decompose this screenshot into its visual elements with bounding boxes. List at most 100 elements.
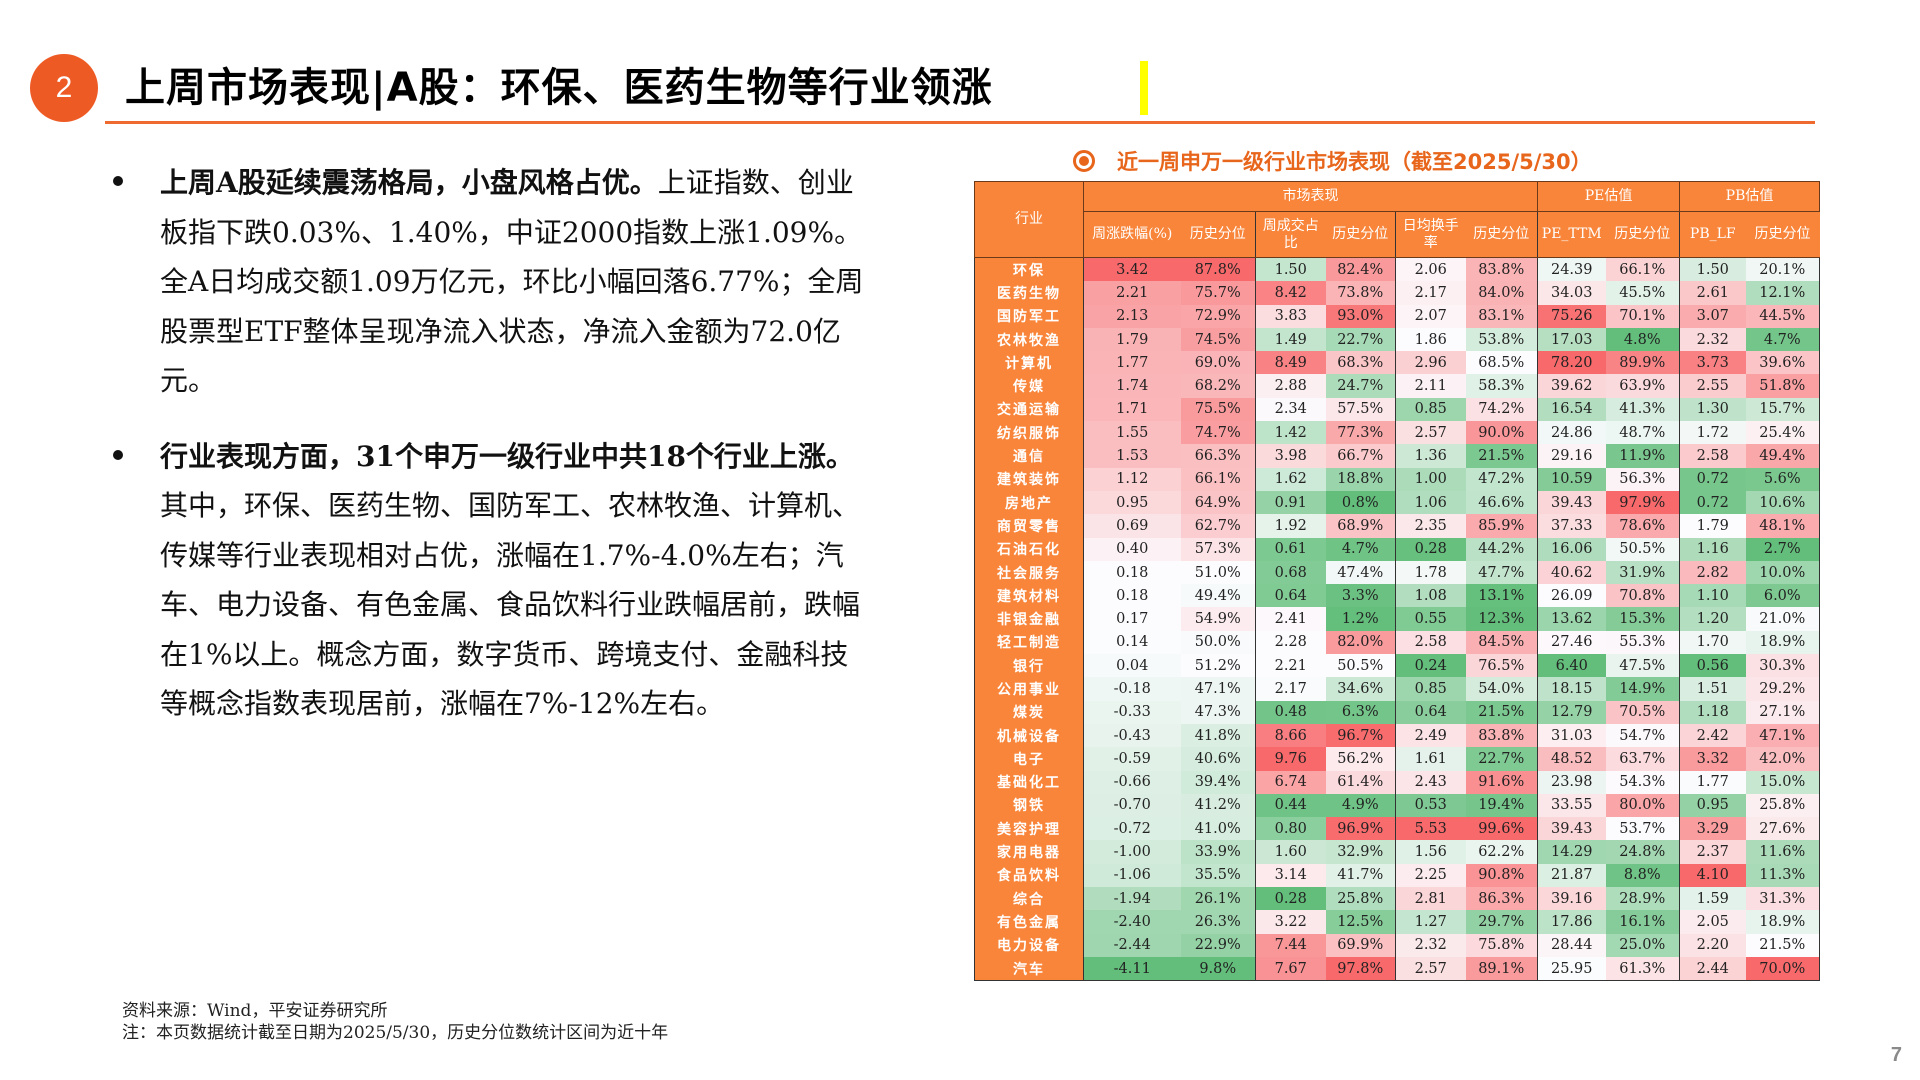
metric-cell: 1.77 (1679, 770, 1746, 794)
metric-cell: 48.52 (1537, 747, 1606, 771)
metric-cell: 51.8% (1745, 374, 1821, 398)
table-row: 计算机 1.77 69.0% 8.49 68.3% 2.96 68.5% 78.20 89.9%… (974, 351, 1821, 375)
metric-cell: 47.7% (1465, 560, 1538, 585)
metric-cell: 89.9% (1605, 351, 1680, 375)
metric-cell: 51.2% (1180, 654, 1256, 678)
metric-cell: 57.5% (1325, 397, 1396, 422)
metric-cell: 2.05 (1679, 910, 1746, 934)
bullet-heading: 上周A股延续震荡格局，小盘风格占优。 (160, 166, 658, 199)
industry-name: 纺织服饰 (974, 421, 1084, 445)
metric-cell: 2.58 (1679, 444, 1746, 468)
metric-cell: 14.9% (1605, 677, 1680, 701)
industry-name: 电子 (974, 747, 1084, 771)
metric-cell: 2.43 (1395, 770, 1466, 794)
metric-cell: 27.6% (1745, 817, 1821, 841)
metric-cell: 6.3% (1325, 700, 1396, 724)
metric-cell: 0.48 (1255, 700, 1326, 724)
metric-cell: 20.1% (1745, 257, 1821, 282)
metric-cell: 1.42 (1255, 421, 1326, 445)
metric-cell: 1.56 (1395, 840, 1466, 864)
table-row: 石油石化 0.40 57.3% 0.61 4.7% 0.28 44.2% 16.06 50.5%… (974, 537, 1821, 561)
metric-cell: 0.72 (1679, 467, 1746, 491)
industry-name: 房地产 (974, 490, 1084, 515)
metric-cell: 29.16 (1537, 444, 1606, 468)
metric-cell: 1.61 (1395, 747, 1466, 771)
metric-cell: 15.3% (1605, 607, 1680, 631)
metric-cell: 2.82 (1679, 560, 1746, 585)
metric-cell: 50.5% (1605, 537, 1680, 561)
metric-cell: 2.25 (1395, 863, 1466, 888)
industry-name: 基础化工 (974, 770, 1084, 794)
table-row: 电力设备 -2.44 22.9% 7.44 69.9% 2.32 75.8% 28.44 25.… (974, 933, 1821, 957)
metric-cell: 1.59 (1679, 887, 1746, 911)
industry-name: 农林牧渔 (974, 327, 1084, 352)
metric-cell: 2.34 (1255, 397, 1326, 422)
table-row: 国防军工 2.13 72.9% 3.83 93.0% 2.07 83.1% 75.26 70.1… (974, 304, 1821, 328)
metric-cell: 70.1% (1605, 304, 1680, 328)
table-row: 汽车 -4.11 9.8% 7.67 97.8% 2.57 89.1% 25.95 61.3% 2… (974, 956, 1821, 982)
metric-cell: 0.53 (1395, 793, 1466, 818)
metric-cell: 96.7% (1325, 723, 1396, 748)
metric-cell: 93.0% (1325, 304, 1396, 328)
metric-cell: -2.40 (1083, 910, 1181, 934)
table-row: 建筑材料 0.18 49.4% 0.64 3.3% 1.08 13.1% 26.09 70.8%… (974, 584, 1821, 608)
metric-cell: 74.7% (1180, 421, 1256, 445)
page-title: 上周市场表现|A股：环保、医药生物等行业领涨 (125, 65, 993, 111)
metric-cell: 90.0% (1465, 421, 1538, 445)
table-row: 农林牧渔 1.79 74.5% 1.49 22.7% 1.86 53.8% 17.03 4.8%… (974, 327, 1821, 352)
table-row: 基础化工 -0.66 39.4% 6.74 61.4% 2.43 91.6% 23.98 54.… (974, 770, 1821, 794)
metric-cell: 58.3% (1465, 374, 1538, 398)
metric-cell: 0.85 (1395, 677, 1466, 701)
industry-name: 社会服务 (974, 560, 1084, 585)
metric-cell: 3.29 (1679, 817, 1746, 841)
table-row: 社会服务 0.18 51.0% 0.68 47.4% 1.78 47.7% 40.62 31.9… (974, 560, 1821, 585)
metric-cell: 80.0% (1605, 793, 1680, 818)
metric-cell: 3.3% (1325, 584, 1396, 608)
metric-cell: -1.94 (1083, 887, 1181, 911)
metric-cell: 1.77 (1083, 351, 1181, 375)
metric-cell: 61.4% (1325, 770, 1396, 794)
table-row: 环保 3.42 87.8% 1.50 82.4% 2.06 83.8% 24.39 66.1% 1… (974, 257, 1821, 282)
column-header: 历史分位 (1605, 211, 1680, 258)
page-number: 7 (1890, 1044, 1902, 1066)
metric-cell: 76.5% (1465, 654, 1538, 678)
metric-cell: -2.44 (1083, 933, 1181, 957)
metric-cell: 21.5% (1465, 444, 1538, 468)
metric-cell: 18.8% (1325, 467, 1396, 491)
metric-cell: 16.06 (1537, 537, 1606, 561)
table-row: 商贸零售 0.69 62.7% 1.92 68.9% 2.35 85.9% 37.33 78.6… (974, 514, 1821, 538)
industry-name: 汽车 (974, 956, 1084, 982)
column-header: 历史分位 (1465, 211, 1538, 258)
industry-name: 电力设备 (974, 933, 1084, 957)
table-title: 近一周申万一级行业市场表现（截至2025/5/30） (1073, 144, 1592, 178)
metric-cell: 8.8% (1605, 863, 1680, 888)
metric-cell: 90.8% (1465, 863, 1538, 888)
metric-cell: 3.32 (1679, 747, 1746, 771)
table-row: 医药生物 2.21 75.7% 8.42 73.8% 2.17 84.0% 34.03 45.5… (974, 281, 1821, 305)
metric-cell: 22.7% (1325, 327, 1396, 352)
metric-cell: -0.70 (1083, 793, 1181, 818)
metric-cell: 2.37 (1679, 840, 1746, 864)
metric-cell: 46.6% (1465, 490, 1538, 515)
metric-cell: 1.50 (1255, 257, 1326, 282)
metric-cell: 82.0% (1325, 630, 1396, 655)
metric-cell: 18.9% (1745, 630, 1821, 655)
metric-cell: 1.79 (1083, 327, 1181, 352)
metric-cell: 11.6% (1745, 840, 1821, 864)
metric-cell: 57.3% (1180, 537, 1256, 561)
metric-cell: 70.8% (1605, 584, 1680, 608)
industry-name: 美容护理 (974, 817, 1084, 841)
metric-cell: 77.3% (1325, 421, 1396, 445)
table-row: 综合 -1.94 26.1% 0.28 25.8% 2.81 86.3% 39.16 28.9%… (974, 887, 1821, 911)
metric-cell: 68.2% (1180, 374, 1256, 398)
metric-cell: 66.7% (1325, 444, 1396, 468)
metric-cell: 1.50 (1679, 257, 1746, 282)
section-number-badge: 2 (30, 54, 98, 122)
metric-cell: 12.1% (1745, 281, 1821, 305)
metric-cell: 54.9% (1180, 607, 1256, 631)
metric-cell: 15.0% (1745, 770, 1821, 794)
metric-cell: 84.5% (1465, 630, 1538, 655)
metric-cell: 2.06 (1395, 257, 1466, 282)
metric-cell: 33.9% (1180, 840, 1256, 864)
metric-cell: -0.72 (1083, 817, 1181, 841)
